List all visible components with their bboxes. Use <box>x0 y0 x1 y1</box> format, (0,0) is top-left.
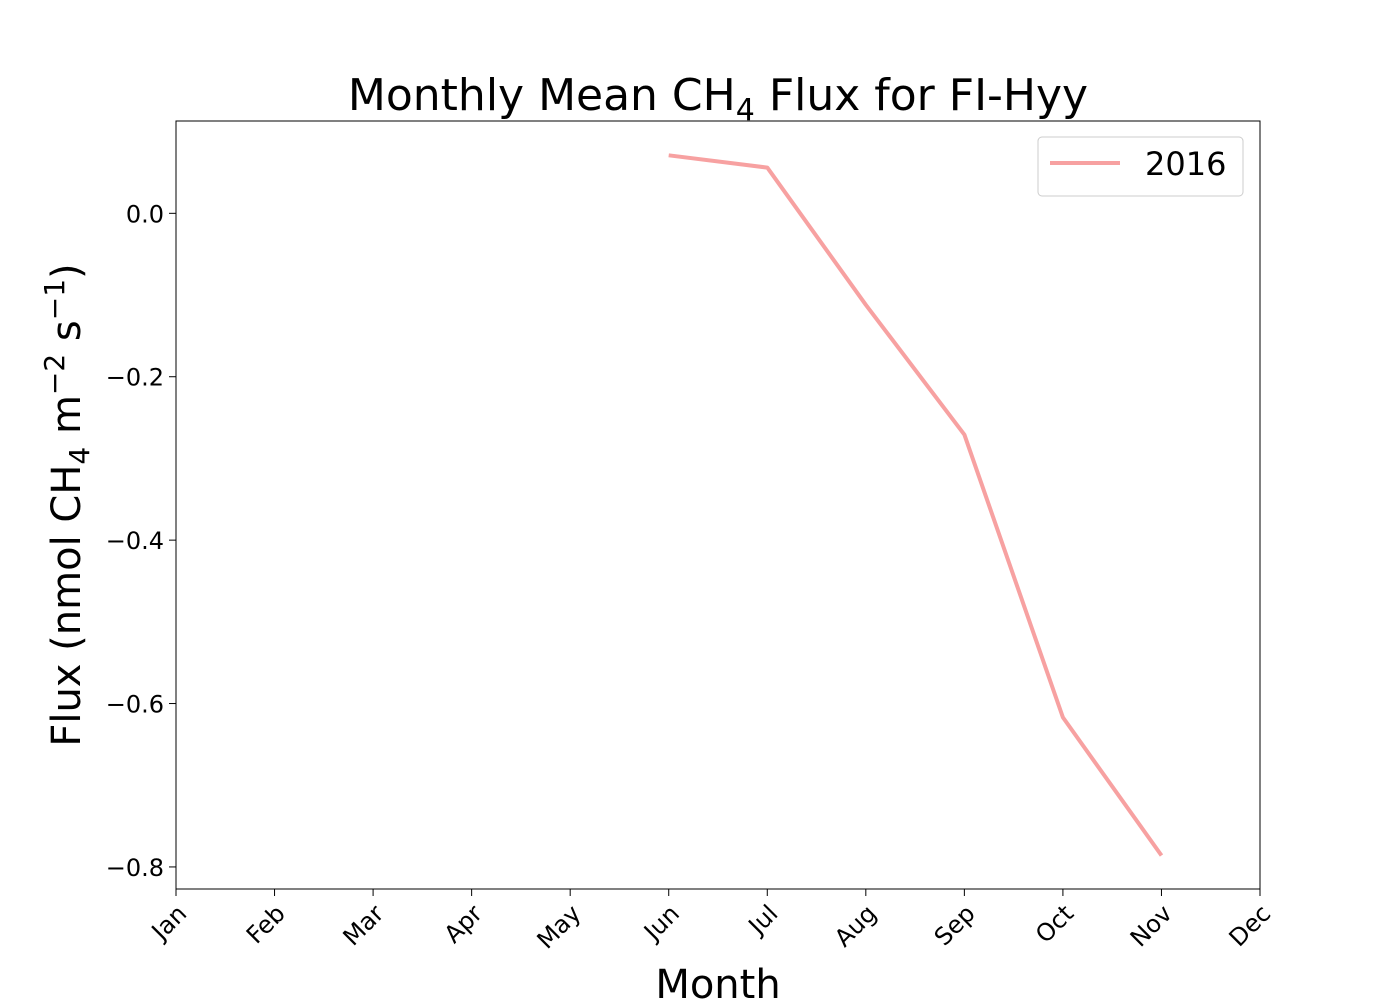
legend-label-2016: 2016 <box>1145 145 1226 183</box>
x-tick-label-apr: Apr <box>439 899 488 948</box>
legend: 2016 <box>1037 136 1244 197</box>
x-tick-label-mar: Mar <box>338 899 390 951</box>
y-tick-label-1: −0.2 <box>106 364 164 392</box>
chart-title-suffix: Flux for FI-Hyy <box>755 70 1088 121</box>
x-tick-label-jan: Jan <box>145 899 192 946</box>
y-axis-title-sub1: 4 <box>63 447 96 465</box>
chart-title-subscript: 4 <box>736 93 755 128</box>
x-axis-ticks: Jan Feb Mar Apr May Jun Jul Aug Sep Oct Nov Dec <box>145 889 1276 954</box>
x-tick-label-may: May <box>532 899 587 954</box>
y-axis-title-sup1: −2 <box>38 354 71 395</box>
x-axis-title: Month <box>655 962 780 1000</box>
x-tick-label-jun: Jun <box>637 899 685 947</box>
x-tick-label-dec: Dec <box>1224 899 1277 952</box>
x-tick-label-nov: Nov <box>1125 899 1178 952</box>
y-axis-title-sup2: −1 <box>38 279 71 320</box>
y-axis-ticks: 0.0 −0.2 −0.4 −0.6 −0.8 <box>106 200 176 882</box>
x-tick-label-aug: Aug <box>829 899 882 952</box>
y-tick-label-2: −0.4 <box>106 527 164 555</box>
chart-title-prefix: Monthly Mean CH <box>348 70 736 121</box>
plot-area-frame <box>175 120 1261 890</box>
y-axis-title-part1: Flux (nmol CH <box>44 465 90 747</box>
y-tick-label-3: −0.6 <box>106 691 164 719</box>
y-axis-title-part4: ) <box>44 263 90 279</box>
x-tick-label-jul: Jul <box>742 899 784 941</box>
x-tick-label-sep: Sep <box>929 899 981 951</box>
y-tick-label-4: −0.8 <box>106 854 164 882</box>
y-axis-title-part3: s <box>44 320 90 354</box>
y-tick-label-0: 0.0 <box>126 200 164 228</box>
y-axis-title-part2: m <box>44 395 90 447</box>
legend-box <box>1037 136 1244 197</box>
series-line-2016 <box>668 153 1164 857</box>
y-axis-title: Flux (nmol CH4 m−2 s−1) <box>38 263 96 746</box>
chart-title: Monthly Mean CH4 Flux for FI-Hyy <box>348 70 1088 128</box>
series-layer <box>668 153 1164 857</box>
x-tick-label-feb: Feb <box>241 899 291 949</box>
x-tick-label-oct: Oct <box>1030 899 1079 948</box>
